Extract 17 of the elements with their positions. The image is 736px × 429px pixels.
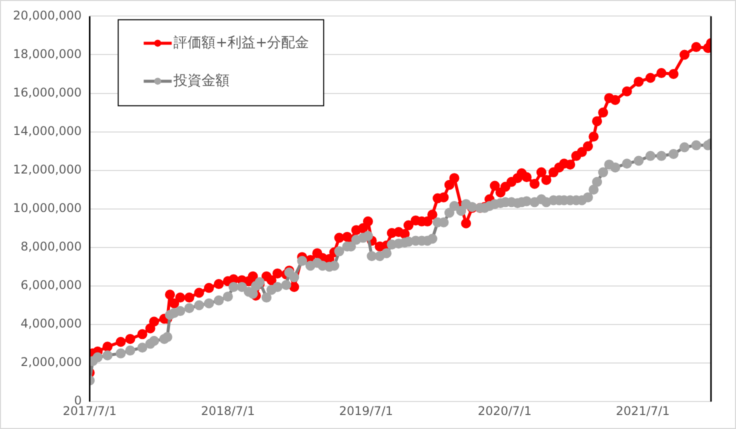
y-tick-label: 12,000,000 bbox=[12, 162, 82, 176]
y-tick-label: 18,000,000 bbox=[12, 46, 82, 61]
y-tick-label: 16,000,000 bbox=[12, 85, 82, 100]
x-tick-label: 2020/7/1 bbox=[478, 404, 532, 418]
y-tick-label: 2,000,000 bbox=[20, 355, 82, 370]
x-tick-label: 2017/7/1 bbox=[62, 404, 117, 418]
y-tick-label: 10,000,000 bbox=[12, 201, 82, 216]
y-tick-label: 8,000,000 bbox=[20, 240, 82, 254]
x-tick-label: 2021/7/1 bbox=[616, 404, 670, 418]
legend-label: 評価額+利益+分配金 bbox=[174, 34, 310, 51]
y-tick-label: 20,000,000 bbox=[12, 8, 82, 22]
y-tick-label: 14,000,000 bbox=[12, 124, 82, 138]
x-tick-label: 2018/7/1 bbox=[200, 404, 255, 418]
y-tick-label: 4,000,000 bbox=[20, 316, 82, 331]
legend-label: 投資金額 bbox=[172, 72, 230, 89]
x-tick-label: 2019/7/1 bbox=[339, 404, 394, 418]
y-tick-label: 6,000,000 bbox=[20, 278, 82, 292]
